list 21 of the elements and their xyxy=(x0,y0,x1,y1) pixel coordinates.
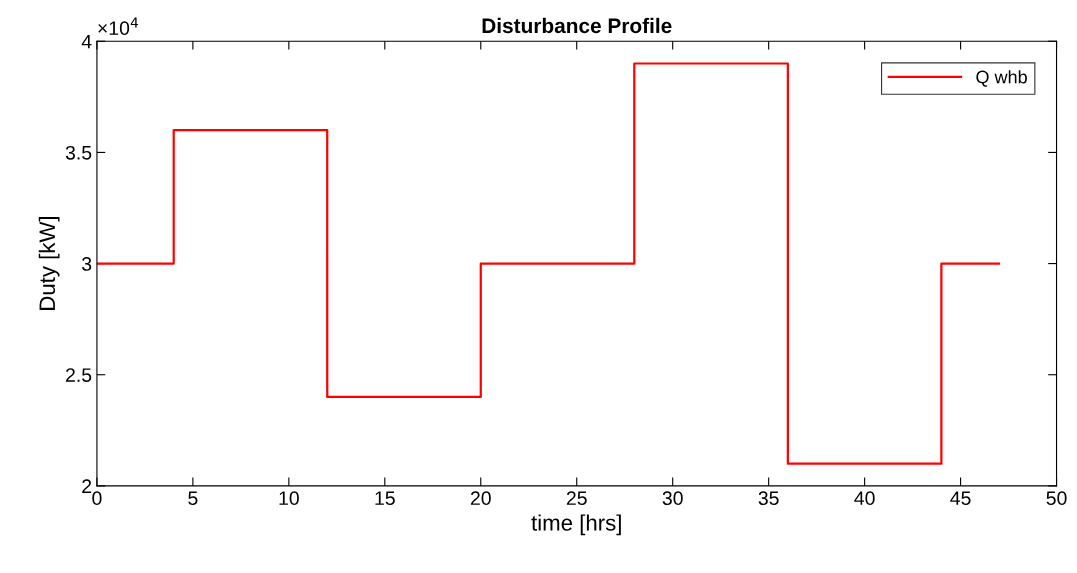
y-axis-title: Duty [kW] xyxy=(38,217,60,310)
x-tick-label: 35 xyxy=(758,491,779,506)
y-tick-label: 2 xyxy=(82,479,92,493)
x-tick-label: 5 xyxy=(188,491,198,506)
y-tick-label: 3 xyxy=(82,257,92,271)
x-axis-title: time [hrs] xyxy=(531,514,621,536)
x-tick-label: 25 xyxy=(566,491,587,506)
y-tick-label: 3.5 xyxy=(65,145,92,160)
x-tick-label: 0 xyxy=(92,491,102,506)
x-tick-label: 10 xyxy=(279,491,299,506)
y-tick-label: 4 xyxy=(81,34,92,49)
y-tick-label: 2.5 xyxy=(66,368,92,382)
x-tick-label: 20 xyxy=(470,491,491,506)
x-tick-label: 30 xyxy=(662,491,683,506)
x-tick-label: 50 xyxy=(1046,491,1067,506)
x-tick-label: 15 xyxy=(375,491,395,506)
chart-title: Disturbance Profile xyxy=(482,17,672,34)
x-tick-label: 40 xyxy=(854,491,875,506)
legend-label: Q whb xyxy=(976,70,1027,87)
text: ×10$^{4}$ xyxy=(98,17,138,36)
x-tick-label: 45 xyxy=(950,491,971,506)
